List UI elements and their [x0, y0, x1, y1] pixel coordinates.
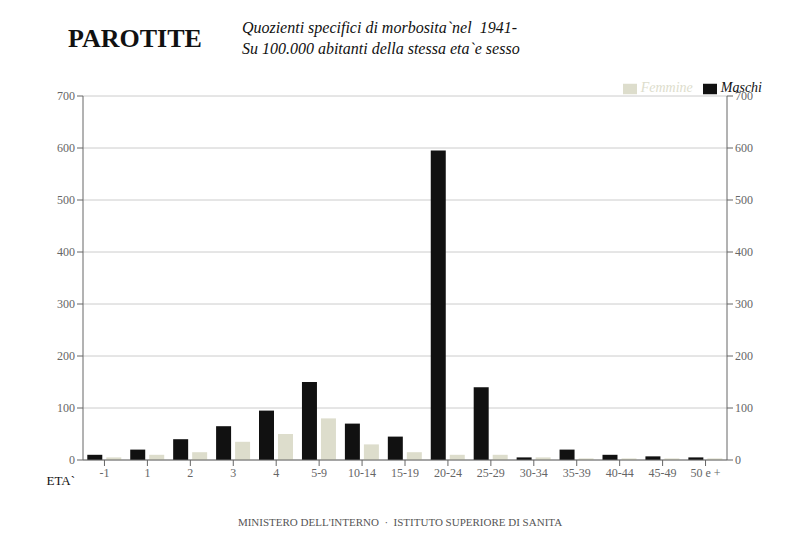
svg-text:300: 300 [735, 297, 753, 311]
svg-text:45-49: 45-49 [649, 466, 677, 480]
svg-text:500: 500 [57, 193, 75, 207]
svg-text:300: 300 [57, 297, 75, 311]
svg-text:1: 1 [144, 466, 150, 480]
svg-text:500: 500 [735, 193, 753, 207]
svg-text:15-19: 15-19 [391, 466, 419, 480]
svg-text:3: 3 [230, 466, 236, 480]
svg-text:10-14: 10-14 [348, 466, 376, 480]
svg-text:200: 200 [57, 349, 75, 363]
svg-text:4: 4 [273, 466, 279, 480]
svg-text:30-34: 30-34 [520, 466, 548, 480]
svg-text:25-29: 25-29 [477, 466, 505, 480]
svg-text:5-9: 5-9 [311, 466, 327, 480]
svg-text:700: 700 [735, 89, 753, 103]
svg-text:20-24: 20-24 [434, 466, 462, 480]
svg-text:600: 600 [57, 141, 75, 155]
svg-text:35-39: 35-39 [563, 466, 591, 480]
svg-text:100: 100 [57, 401, 75, 415]
svg-text:50 e +: 50 e + [690, 466, 720, 480]
svg-text:200: 200 [735, 349, 753, 363]
svg-text:0: 0 [69, 453, 75, 467]
svg-text:40-44: 40-44 [606, 466, 634, 480]
svg-text:400: 400 [57, 245, 75, 259]
svg-text:600: 600 [735, 141, 753, 155]
svg-text:2: 2 [187, 466, 193, 480]
svg-text:-1: -1 [99, 466, 109, 480]
svg-text:100: 100 [735, 401, 753, 415]
svg-text:700: 700 [57, 89, 75, 103]
svg-text:0: 0 [735, 453, 741, 467]
svg-text:ETA`: ETA` [46, 473, 75, 488]
svg-text:400: 400 [735, 245, 753, 259]
